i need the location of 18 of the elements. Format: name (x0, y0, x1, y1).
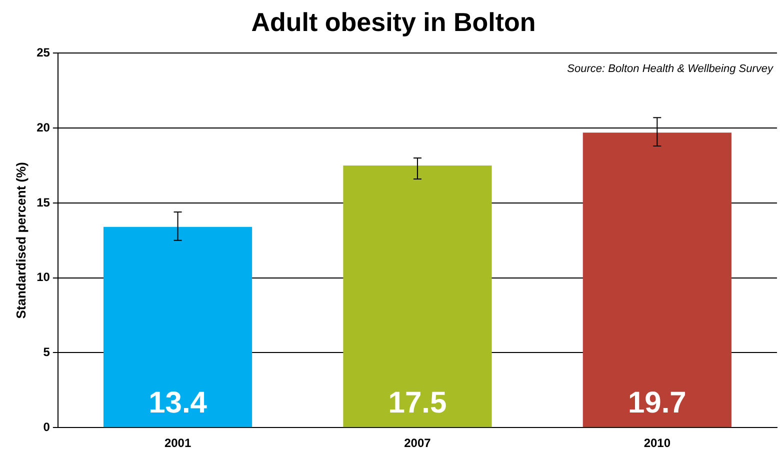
bar (343, 166, 492, 428)
y-tick-label: 25 (36, 46, 50, 60)
data-label: 13.4 (148, 386, 208, 420)
y-tick-label: 20 (36, 120, 50, 134)
bar (582, 132, 732, 428)
x-tick-label: 2010 (644, 436, 671, 450)
y-axis-title: Standardised percent (%) (13, 162, 28, 319)
data-label: 17.5 (388, 386, 447, 420)
annotation: Source: Bolton Health & Wellbeing Survey (567, 62, 774, 75)
x-tick-label: 2007 (404, 436, 432, 450)
chart-title: Adult obesity in Bolton (251, 6, 536, 37)
y-tick-label: 0 (43, 420, 50, 434)
x-tick-label: 2001 (164, 436, 192, 450)
data-label: 19.7 (628, 386, 686, 420)
bar (103, 226, 252, 428)
y-tick-label: 15 (36, 195, 50, 210)
y-tick-label: 10 (36, 270, 50, 284)
y-tick-label: 5 (43, 345, 50, 360)
